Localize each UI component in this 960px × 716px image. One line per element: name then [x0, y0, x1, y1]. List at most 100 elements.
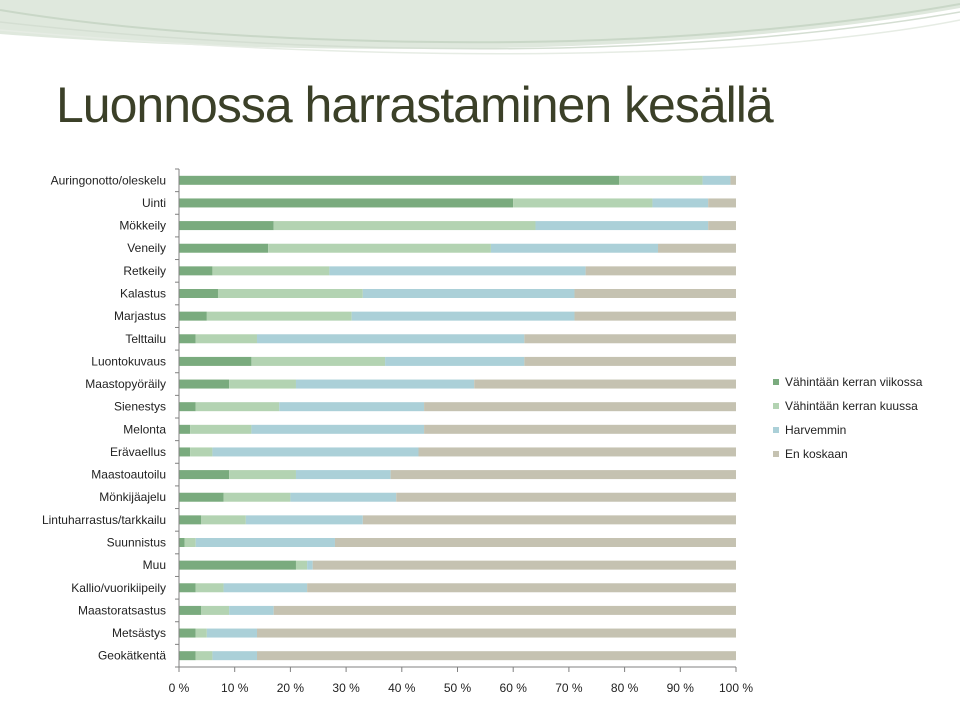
x-tick-label: 0 % — [169, 681, 190, 695]
bar-segment-rarely — [351, 311, 575, 321]
bar-segment-monthly — [268, 243, 491, 253]
category-label: Mökkeily — [119, 219, 166, 233]
x-axis: 0 % 10 % 20 % 30 % 40 % 50 % 60 % 70 % 80 % 90 % 1… — [169, 168, 753, 695]
bar-segment-monthly — [251, 356, 386, 366]
bar-segment-weekly — [179, 356, 252, 366]
bar-segment-weekly — [179, 605, 202, 615]
bar-segment-rarely — [535, 221, 709, 231]
bar-segment-weekly — [179, 289, 218, 298]
category-label: Maastoautoilu — [91, 468, 166, 482]
bar-segment-never — [730, 175, 736, 185]
bar-segment-weekly — [179, 515, 202, 525]
x-tick-label: 80 % — [611, 681, 639, 695]
bar-segment-monthly — [513, 198, 653, 208]
bar-segment-monthly — [206, 311, 352, 321]
legend-swatch-monthly — [773, 403, 779, 409]
bar-segment-monthly — [217, 289, 363, 298]
legend: Vähintään kerran viikossa Vähintään kerra… — [773, 375, 923, 461]
bar-segment-never — [658, 243, 736, 253]
bar-segment-never — [396, 492, 736, 502]
category-labels: Auringonotto/oleskelu Uinti Mökkeily Veneil… — [42, 173, 166, 662]
category-label: Suunnistus — [107, 536, 166, 550]
bar-segment-monthly — [195, 583, 224, 593]
bar-segment-rarely — [206, 628, 257, 638]
x-tick-label: 90 % — [667, 681, 695, 695]
legend-swatch-rarely — [773, 427, 779, 433]
legend-label: En koskaan — [785, 447, 848, 461]
category-label: Kalastus — [120, 287, 166, 301]
bar-segment-weekly — [179, 198, 514, 208]
bar-segment-rarely — [490, 243, 659, 253]
bar-segment-monthly — [195, 628, 207, 638]
bar-segment-rarely — [385, 356, 525, 366]
x-tick-label: 100 % — [719, 681, 753, 695]
bar-segment-weekly — [179, 334, 196, 344]
category-label: Mönkijäajelu — [99, 490, 166, 504]
bar-segment-weekly — [179, 560, 296, 570]
bar-segment-weekly — [179, 492, 224, 502]
bar-segment-weekly — [179, 628, 196, 638]
bar-segment-never — [256, 651, 736, 661]
bar-segment-never — [334, 538, 736, 547]
x-tick-label: 70 % — [555, 681, 583, 695]
category-label: Sienestys — [114, 400, 166, 414]
bar-segment-rarely — [290, 492, 397, 502]
bar-segment-never — [708, 198, 736, 208]
category-label: Melonta — [123, 422, 166, 436]
category-label: Luontokuvaus — [91, 354, 166, 368]
bar-segment-monthly — [619, 175, 703, 185]
bar-segment-weekly — [179, 651, 196, 661]
bar-segment-never — [273, 605, 736, 615]
x-tick-label: 60 % — [500, 681, 528, 695]
bar-segment-never — [362, 515, 736, 525]
bar-segment-monthly — [184, 538, 196, 547]
legend-label: Harvemmin — [785, 423, 846, 437]
x-tick-label: 10 % — [221, 681, 249, 695]
bar-segment-rarely — [251, 424, 425, 434]
bar-segment-rarely — [362, 289, 575, 298]
bar-segment-never — [574, 289, 736, 298]
bar-segment-monthly — [295, 560, 308, 570]
bar-segment-never — [424, 424, 736, 434]
bar-segment-weekly — [179, 447, 191, 457]
bar-segment-rarely — [229, 605, 274, 615]
category-label: Auringonotto/oleskelu — [51, 173, 166, 187]
bar-segment-monthly — [195, 334, 257, 344]
legend-swatch-weekly — [773, 379, 779, 385]
category-label: Retkeily — [123, 264, 166, 278]
category-label: Geokätkentä — [98, 649, 166, 663]
bar-segment-rarely — [702, 175, 731, 185]
bar-segment-never — [418, 447, 736, 457]
bar-segment-monthly — [201, 515, 246, 525]
bar-segment-monthly — [229, 379, 296, 389]
bar-segment-never — [524, 356, 736, 366]
legend-label: Vähintään kerran kuussa — [785, 399, 918, 413]
bar-segment-never — [312, 560, 736, 570]
category-label: Lintuharrastus/tarkkailu — [42, 513, 166, 527]
bar-segment-monthly — [273, 221, 536, 231]
bar-segment-rarely — [245, 515, 363, 525]
bar-segment-rarely — [329, 266, 586, 276]
category-label: Uinti — [142, 196, 166, 210]
category-label: Kallio/vuorikiipeily — [71, 581, 166, 595]
bar-segment-rarely — [295, 379, 475, 389]
bar-segment-weekly — [179, 175, 620, 185]
bars-layer — [179, 175, 736, 661]
bar-segment-weekly — [179, 311, 207, 321]
category-label: Muu — [143, 558, 166, 572]
category-label: Maastoratsastus — [78, 603, 166, 617]
bar-segment-rarely — [279, 402, 425, 412]
bar-segment-monthly — [201, 605, 230, 615]
bar-segment-never — [256, 628, 736, 638]
category-label: Marjastus — [114, 309, 166, 323]
bar-segment-never — [574, 311, 736, 321]
bar-segment-weekly — [179, 221, 274, 231]
bar-segment-weekly — [179, 402, 196, 412]
bar-segment-never — [524, 334, 736, 344]
bar-segment-rarely — [212, 651, 257, 661]
bar-segment-never — [708, 221, 736, 231]
category-label: Veneily — [127, 241, 166, 255]
bar-segment-monthly — [195, 651, 213, 661]
category-label: Metsästys — [112, 626, 166, 640]
